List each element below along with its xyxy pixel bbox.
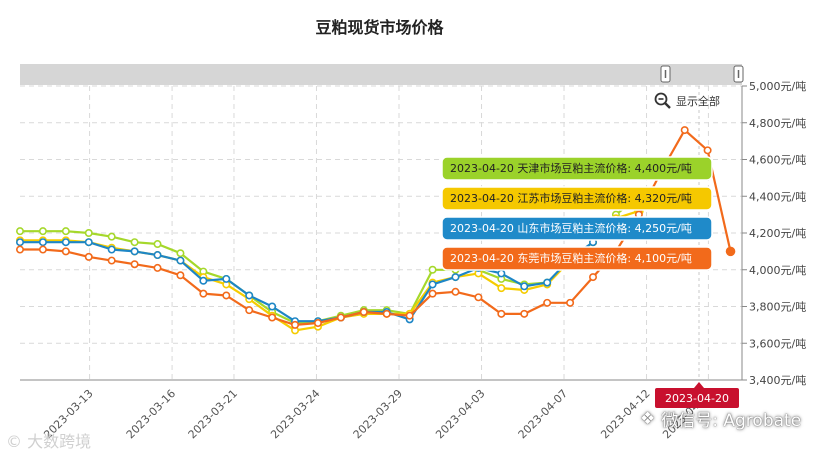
data-point[interactable] <box>15 245 24 254</box>
data-point[interactable] <box>245 306 254 315</box>
tooltip-box <box>441 186 713 211</box>
x-tick-label: 2023-04-03 <box>433 387 487 441</box>
data-point[interactable] <box>336 313 345 322</box>
data-point[interactable] <box>130 260 139 269</box>
data-point[interactable] <box>15 238 24 247</box>
data-point[interactable] <box>497 284 506 293</box>
data-point[interactable] <box>15 227 24 236</box>
wechat-icon: ❖ <box>640 408 656 429</box>
y-tick-label: 4,800元/吨 <box>749 117 806 130</box>
chart-title: 豆粕现货市场价格 <box>315 18 444 37</box>
data-point[interactable] <box>130 238 139 247</box>
y-tick-label: 3,600元/吨 <box>749 337 806 350</box>
y-tick-label: 4,200元/吨 <box>749 227 806 240</box>
data-point[interactable] <box>474 293 483 302</box>
y-tick-label: 4,400元/吨 <box>749 190 806 203</box>
y-tick-label: 4,600元/吨 <box>749 154 806 167</box>
data-point[interactable] <box>359 308 368 317</box>
data-point[interactable] <box>428 289 437 298</box>
data-point[interactable] <box>107 232 116 241</box>
data-point[interactable] <box>268 302 277 311</box>
data-point[interactable] <box>451 287 460 296</box>
data-point[interactable] <box>268 313 277 322</box>
zoom-out-icon <box>654 92 671 109</box>
crosshair-date-pointer <box>694 382 704 388</box>
y-tick-label: 3,400元/吨 <box>749 374 806 387</box>
data-point[interactable] <box>291 320 300 329</box>
x-tick-label: 2023-03-24 <box>268 387 322 441</box>
data-point[interactable] <box>153 251 162 260</box>
data-point[interactable] <box>382 309 391 318</box>
data-point[interactable] <box>84 229 93 238</box>
zoom-slider-right-handle[interactable] <box>733 65 744 83</box>
data-point[interactable] <box>199 276 208 285</box>
watermark-left: © 大数跨境 <box>6 432 92 451</box>
data-point[interactable] <box>245 291 254 300</box>
data-point[interactable] <box>405 311 414 320</box>
data-point[interactable] <box>61 227 70 236</box>
zoom-slider-track[interactable] <box>20 64 742 85</box>
data-point[interactable] <box>543 298 552 307</box>
data-point[interactable] <box>497 309 506 318</box>
data-point[interactable] <box>428 265 437 274</box>
data-point[interactable] <box>38 238 47 247</box>
data-point[interactable] <box>84 238 93 247</box>
tooltip-text: 2023-04-20 天津市场豆粕主流价格: 4,400元/吨 <box>450 161 692 175</box>
tooltip-box <box>441 156 713 181</box>
data-point[interactable] <box>589 273 598 282</box>
data-point[interactable] <box>199 289 208 298</box>
x-tick-label: 2023-03-21 <box>186 387 240 441</box>
y-tick-label: 3,800元/吨 <box>749 301 806 314</box>
data-point[interactable] <box>703 146 712 155</box>
zoom-slider-left-handle[interactable] <box>660 65 671 83</box>
watermark-right-text: 微信号: Agrobate <box>661 411 802 431</box>
data-point[interactable] <box>61 247 70 256</box>
data-point[interactable] <box>428 280 437 289</box>
show-all-label: 显示全部 <box>676 95 720 108</box>
tooltip-text: 2023-04-20 东莞市场豆粕主流价格: 4,100元/吨 <box>450 251 692 265</box>
data-point[interactable] <box>153 240 162 249</box>
data-point[interactable] <box>84 252 93 261</box>
data-point[interactable] <box>222 291 231 300</box>
data-point[interactable] <box>451 273 460 282</box>
data-point[interactable] <box>313 319 322 328</box>
data-point[interactable] <box>176 249 185 258</box>
data-point[interactable] <box>543 278 552 287</box>
data-point[interactable] <box>725 246 736 257</box>
data-point[interactable] <box>107 256 116 265</box>
data-point[interactable] <box>566 298 575 307</box>
data-point[interactable] <box>520 309 529 318</box>
data-point[interactable] <box>153 263 162 272</box>
tooltip-box <box>441 216 713 241</box>
y-tick-label: 4,000元/吨 <box>749 264 806 277</box>
watermark-right: ❖ 微信号: Agrobate <box>640 406 802 432</box>
data-point[interactable] <box>520 282 529 291</box>
tooltip-text: 2023-04-20 江苏市场豆粕主流价格: 4,320元/吨 <box>450 191 692 205</box>
crosshair-date-box <box>655 388 739 408</box>
data-point[interactable] <box>176 271 185 280</box>
data-point[interactable] <box>38 227 47 236</box>
y-tick-label: 5,000元/吨 <box>749 80 806 93</box>
data-point[interactable] <box>38 245 47 254</box>
data-point[interactable] <box>680 126 689 135</box>
show-all-button[interactable]: 显示全部 <box>654 92 720 110</box>
data-point[interactable] <box>497 269 506 278</box>
x-tick-label: 2023-04-07 <box>516 387 570 441</box>
tooltip-box <box>441 246 713 271</box>
tooltip-text: 2023-04-20 山东市场豆粕主流价格: 4,250元/吨 <box>450 221 692 235</box>
data-point[interactable] <box>107 245 116 254</box>
x-tick-label: 2023-03-16 <box>124 387 178 441</box>
crosshair-date-label: 2023-04-20 <box>665 392 729 405</box>
data-point[interactable] <box>61 238 70 247</box>
data-point[interactable] <box>130 247 139 256</box>
x-tick-label: 2023-03-29 <box>351 387 405 441</box>
data-point[interactable] <box>176 256 185 265</box>
data-point[interactable] <box>222 274 231 283</box>
